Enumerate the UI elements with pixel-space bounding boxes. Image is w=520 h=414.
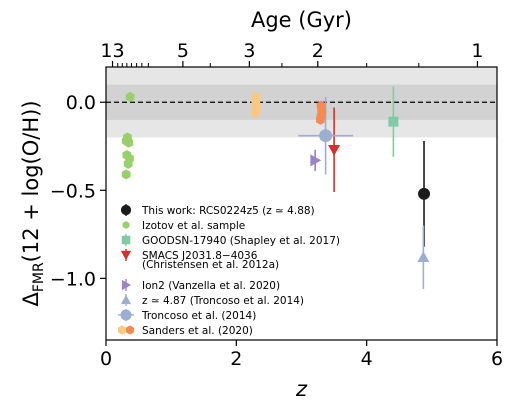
plot-frame	[105, 66, 498, 341]
legend-label: Izotov et al. sample	[142, 220, 245, 232]
legend-marker	[122, 221, 130, 229]
data-point	[124, 137, 134, 148]
series-2	[388, 86, 399, 157]
legend-label: Troncoso et al. (2014)	[141, 310, 256, 322]
legend: This work: RCS0224z5 (z ≃ 4.88) Izotov et…	[118, 204, 340, 337]
y-tick-label: −1.0	[50, 268, 96, 290]
data-point	[250, 107, 260, 118]
top-tick-label: 13	[100, 40, 124, 62]
y-axis-title-subscript: FMR	[31, 262, 47, 292]
series-5	[417, 225, 430, 289]
legend-marker	[120, 294, 132, 305]
data-point	[310, 154, 322, 167]
y-axis-title: ΔFMR(12 + log(O/H))	[19, 100, 47, 306]
legend-marker	[118, 325, 126, 335]
y-axis-title-symbol: Δ	[19, 292, 43, 307]
series-4	[310, 149, 322, 171]
data-point	[316, 114, 325, 125]
series-7	[250, 91, 327, 125]
legend-label: This work: RCS0224z5 (z ≃ 4.88)	[141, 205, 315, 217]
data-point	[121, 169, 131, 180]
data-point	[418, 187, 431, 200]
legend-marker	[120, 309, 132, 321]
data-point	[319, 129, 333, 143]
legend-marker	[120, 250, 132, 261]
legend-marker	[121, 279, 132, 291]
x-tick-label: 6	[491, 348, 503, 370]
data-points	[121, 86, 431, 289]
data-point	[328, 144, 341, 156]
legend-marker	[121, 235, 131, 245]
legend-entry-3: SMACS J2031.8−4036(Christensen et al. 20…	[120, 249, 279, 271]
legend-label: SMACS J2031.8−4036	[142, 250, 258, 262]
legend-marker	[120, 204, 132, 216]
x-tick-label: 2	[230, 348, 242, 370]
x-tick-label: 0	[100, 348, 112, 370]
series-3	[328, 107, 341, 193]
data-point	[123, 158, 133, 169]
data-point	[125, 91, 135, 102]
axes: 0 2 4 6 0.0 −0.5 −1.0 13 5 3 2 1	[50, 40, 503, 370]
legend-marker	[126, 325, 134, 335]
legend-label: GOODSN-17940 (Shapley et al. 2017)	[142, 235, 340, 247]
data-point	[417, 251, 430, 263]
y-tick-label: 0.0	[66, 92, 96, 114]
top-tick-label: 3	[243, 40, 255, 62]
x-axis-title: z	[295, 377, 308, 401]
legend-entry-1: Izotov et al. sample	[122, 220, 245, 232]
legend-entry-5: z ≃ 4.87 (Troncoso et al. 2014)	[120, 294, 304, 307]
top-tick-label: 2	[312, 40, 324, 62]
series-1	[121, 91, 135, 180]
x-tick-label: 4	[361, 348, 373, 370]
legend-entry-7: Sanders et al. (2020)	[118, 325, 253, 337]
y-axis-title-rest: (12 + log(O/H))	[19, 100, 43, 262]
legend-label: Sanders et al. (2020)	[142, 325, 253, 337]
y-tick-label: −0.5	[50, 180, 96, 202]
legend-label: z ≃ 4.87 (Troncoso et al. 2014)	[142, 295, 304, 307]
data-point	[388, 116, 399, 127]
legend-label: Ion2 (Vanzella et al. 2020)	[142, 280, 280, 292]
legend-entry-4: Ion2 (Vanzella et al. 2020)	[121, 279, 280, 292]
legend-entry-2: GOODSN-17940 (Shapley et al. 2017)	[121, 234, 340, 247]
top-tick-label: 5	[177, 40, 189, 62]
legend-label-line2: (Christensen et al. 2012a)	[142, 259, 279, 271]
legend-entry-0: This work: RCS0224z5 (z ≃ 4.88)	[120, 204, 315, 217]
top-tick-label: 1	[471, 40, 483, 62]
legend-entry-6: Troncoso et al. (2014)	[118, 309, 256, 322]
top-axis-title: Age (Gyr)	[251, 8, 352, 32]
